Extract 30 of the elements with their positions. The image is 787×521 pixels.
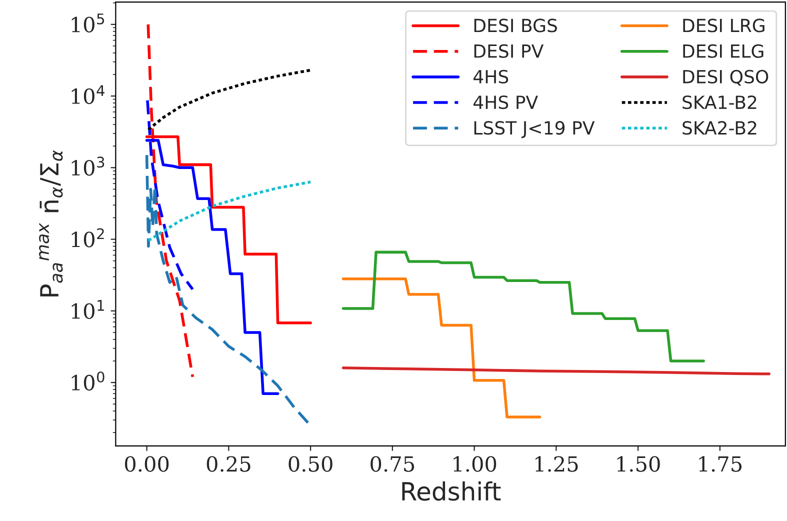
y-tick-label: 10$^{3}$ <box>72 156 104 176</box>
legend-label: LSST J<19 PV <box>474 121 595 138</box>
y-tick-label: 10$^{2}$ <box>72 228 104 248</box>
x-axis-title: Redshift <box>402 481 501 501</box>
legend-label: DESI QSO <box>683 70 768 86</box>
y-tick-label: 10$^{5}$ <box>72 14 104 32</box>
legend-label: DESI ELG <box>683 44 764 58</box>
x-tick-label: 0.75 <box>370 456 414 472</box>
x-tick-label: 0.50 <box>288 456 332 472</box>
line-series <box>342 250 705 362</box>
x-tick-label: 0.00 <box>124 456 169 472</box>
legend-label: DESI PV <box>474 44 544 58</box>
legend-label: DESI BGS <box>474 18 557 32</box>
x-tick-label: 1.50 <box>617 456 660 472</box>
y-tick-label: 10$^{1}$ <box>72 300 104 319</box>
x-tick-label: 1.25 <box>536 456 578 472</box>
x-tick-label: 1.75 <box>699 456 742 472</box>
line-series <box>147 180 312 242</box>
y-axis-title: P$_{aa}$$^{max}$ n̄$_{α}$/Σ$_{α}$ <box>39 150 63 296</box>
y-tick-label: 10$^{0}$ <box>72 371 104 391</box>
line-series <box>342 277 542 418</box>
legend-label: SKA1-B2 <box>682 95 756 110</box>
y-tick-label: 10$^{4}$ <box>72 85 104 104</box>
legend-label: SKA2-B2 <box>682 121 756 135</box>
legend-label: DESI LRG <box>683 18 764 32</box>
x-tick-label: 0.25 <box>206 456 250 472</box>
line-series <box>147 68 312 131</box>
x-tick-label: 1.00 <box>454 456 496 472</box>
legend-label: 4HS PV <box>474 95 538 110</box>
legend-label: 4HS <box>474 70 508 84</box>
